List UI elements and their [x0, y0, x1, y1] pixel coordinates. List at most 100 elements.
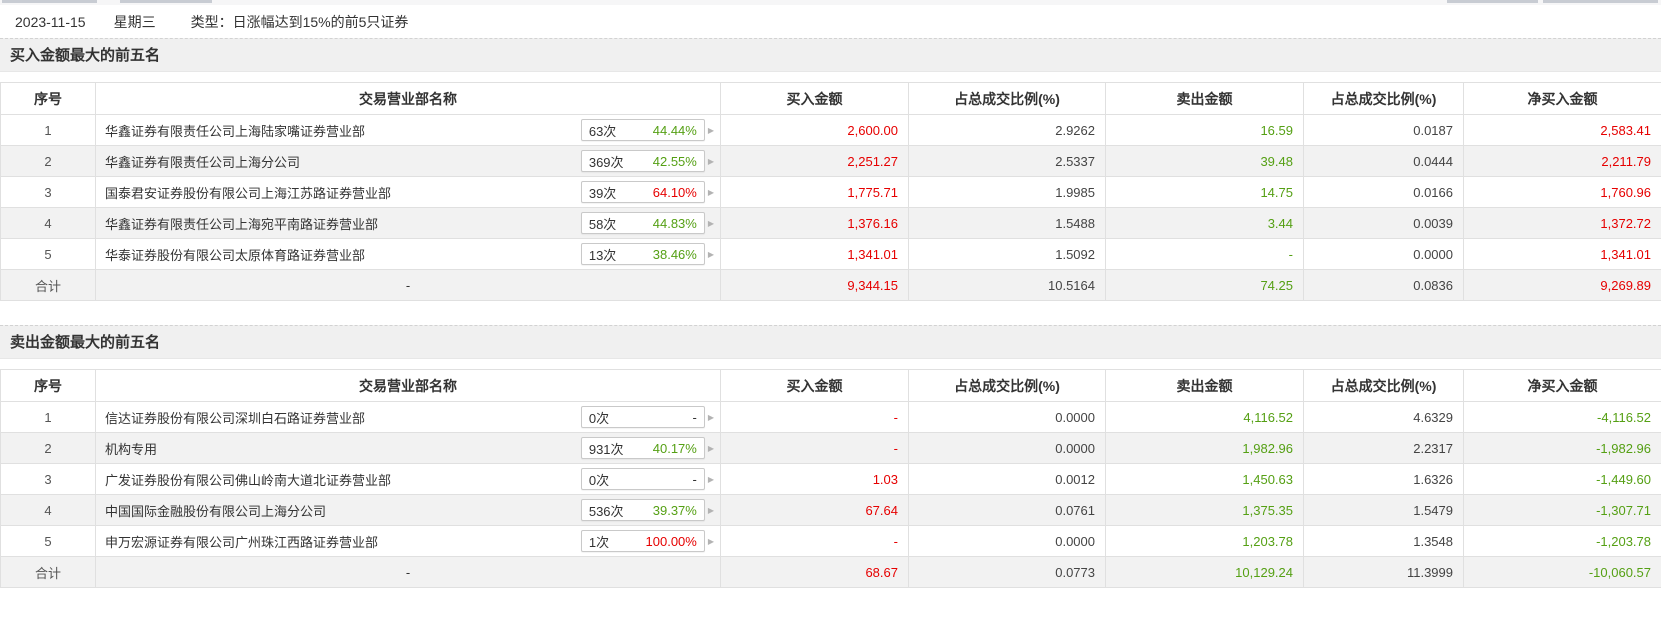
- net-amount-cell: -1,982.96: [1463, 432, 1661, 464]
- winrate-label: 39.37%: [652, 502, 697, 518]
- branch-cell: 机构专用 931次 40.17% ▶: [95, 432, 721, 464]
- sell-pct-cell: 1.3548: [1303, 525, 1464, 557]
- sell-section-title: 卖出金额最大的前五名: [0, 325, 1661, 359]
- total-label: 合计: [0, 556, 96, 588]
- tab-edge[interactable]: [1447, 0, 1538, 3]
- sell-amount-cell: 39.48: [1105, 145, 1304, 177]
- buy-amount-cell: 1,376.16: [720, 207, 909, 239]
- col-header-seq: 序号: [0, 82, 96, 115]
- col-header-buy: 买入金额: [720, 369, 909, 402]
- buy-amount-cell: 9,344.15: [720, 269, 909, 301]
- table-header-row: 序号 交易营业部名称 买入金额 占总成交比例(%) 卖出金额 占总成交比例(%)…: [0, 82, 1661, 115]
- sell-pct-cell: 0.0836: [1303, 269, 1464, 301]
- table-row: 4 中国国际金融股份有限公司上海分公司 536次 39.37% ▶ 67.64 0…: [0, 494, 1661, 526]
- tab-edge[interactable]: [120, 0, 212, 3]
- sell-amount-cell: 16.59: [1105, 114, 1304, 146]
- table-row: 3 国泰君安证券股份有限公司上海江苏路证券营业部 39次 64.10% ▶ 1,7…: [0, 176, 1661, 208]
- sell-pct-cell: 4.6329: [1303, 401, 1464, 433]
- buy-top5-table: 序号 交易营业部名称 买入金额 占总成交比例(%) 卖出金额 占总成交比例(%)…: [0, 82, 1661, 301]
- times-badge[interactable]: 58次 44.83%: [580, 212, 705, 234]
- sell-pct-cell: 0.0166: [1303, 176, 1464, 208]
- net-amount-cell: 1,760.96: [1463, 176, 1661, 208]
- buy-pct-cell: 1.5488: [908, 207, 1106, 239]
- date-bar: 2023-11-15 星期三 类型：日涨幅达到15%的前5只证券: [0, 5, 1661, 38]
- table-row: 5 申万宏源证券有限公司广州珠江西路证券营业部 1次 100.00% ▶ - 0.…: [0, 525, 1661, 557]
- net-amount-cell: 1,372.72: [1463, 207, 1661, 239]
- table-header-row: 序号 交易营业部名称 买入金额 占总成交比例(%) 卖出金额 占总成交比例(%)…: [0, 369, 1661, 402]
- total-name-cell: -: [95, 556, 721, 588]
- winrate-label: -: [692, 409, 697, 425]
- tab-edge[interactable]: [2, 0, 97, 3]
- chevron-right-icon[interactable]: ▶: [707, 187, 714, 197]
- times-badge[interactable]: 369次 42.55%: [580, 150, 705, 172]
- sell-pct-cell: 0.0000: [1303, 238, 1464, 270]
- sell-pct-cell: 1.5479: [1303, 494, 1464, 526]
- buy-amount-cell: 1.03: [720, 463, 909, 495]
- chevron-right-icon[interactable]: ▶: [707, 536, 714, 546]
- times-label: 58次: [588, 216, 617, 232]
- table-row: 1 华鑫证券有限责任公司上海陆家嘴证券营业部 63次 44.44% ▶ 2,600…: [0, 114, 1661, 146]
- branch-name: 广发证券股份有限公司佛山岭南大道北证券营业部: [105, 472, 392, 488]
- chevron-right-icon[interactable]: ▶: [707, 505, 714, 515]
- buy-pct-cell: 10.5164: [908, 269, 1106, 301]
- table-row: 2 华鑫证券有限责任公司上海分公司 369次 42.55% ▶ 2,251.27 …: [0, 145, 1661, 177]
- times-badge[interactable]: 63次 44.44%: [580, 119, 705, 141]
- rank-cell: 4: [0, 494, 96, 526]
- buy-pct-cell: 2.5337: [908, 145, 1106, 177]
- times-badge[interactable]: 0次 -: [580, 406, 705, 428]
- chevron-right-icon[interactable]: ▶: [707, 443, 714, 453]
- rank-cell: 1: [0, 401, 96, 433]
- col-header-sell: 卖出金额: [1105, 369, 1304, 402]
- sell-amount-cell: 1,203.78: [1105, 525, 1304, 557]
- rank-cell: 4: [0, 207, 96, 239]
- branch-cell: 广发证券股份有限公司佛山岭南大道北证券营业部 0次 - ▶: [95, 463, 721, 495]
- winrate-label: 38.46%: [652, 246, 697, 262]
- winrate-label: 44.44%: [652, 122, 697, 138]
- chevron-right-icon[interactable]: ▶: [707, 249, 714, 259]
- col-header-buy-pct: 占总成交比例(%): [908, 369, 1106, 402]
- sell-pct-cell: 11.3999: [1303, 556, 1464, 588]
- times-badge[interactable]: 0次 -: [580, 468, 705, 490]
- buy-pct-cell: 0.0761: [908, 494, 1106, 526]
- branch-name: 国泰君安证券股份有限公司上海江苏路证券营业部: [105, 185, 392, 201]
- weekday-label: 星期三: [113, 13, 156, 30]
- rank-cell: 5: [0, 525, 96, 557]
- chevron-right-icon[interactable]: ▶: [707, 474, 714, 484]
- times-badge[interactable]: 931次 40.17%: [580, 437, 705, 459]
- chevron-right-icon[interactable]: ▶: [707, 218, 714, 228]
- buy-amount-cell: -: [720, 525, 909, 557]
- tab-edge[interactable]: [1543, 0, 1658, 3]
- sell-pct-cell: 0.0187: [1303, 114, 1464, 146]
- buy-amount-cell: 67.64: [720, 494, 909, 526]
- buy-pct-cell: 0.0000: [908, 401, 1106, 433]
- times-badge[interactable]: 1次 100.00%: [580, 530, 705, 552]
- branch-cell: 华泰证券股份有限公司太原体育路证券营业部 13次 38.46% ▶: [95, 238, 721, 270]
- times-label: 536次: [588, 503, 624, 519]
- branch-cell: 华鑫证券有限责任公司上海陆家嘴证券营业部 63次 44.44% ▶: [95, 114, 721, 146]
- buy-section-title: 买入金额最大的前五名: [0, 38, 1661, 72]
- top-tab-strip: [0, 0, 1661, 5]
- branch-cell: 华鑫证券有限责任公司上海宛平南路证券营业部 58次 44.83% ▶: [95, 207, 721, 239]
- total-row: 合计 - 68.67 0.0773 10,129.24 11.3999 -10,…: [0, 556, 1661, 588]
- branch-cell: 华鑫证券有限责任公司上海分公司 369次 42.55% ▶: [95, 145, 721, 177]
- branch-cell: 信达证券股份有限公司深圳白石路证券营业部 0次 - ▶: [95, 401, 721, 433]
- chevron-right-icon[interactable]: ▶: [707, 412, 714, 422]
- winrate-label: 100.00%: [645, 533, 697, 549]
- winrate-label: 64.10%: [652, 184, 697, 200]
- table-row: 1 信达证券股份有限公司深圳白石路证券营业部 0次 - ▶ - 0.0000 4,…: [0, 401, 1661, 433]
- col-header-sell-pct: 占总成交比例(%): [1303, 369, 1464, 402]
- net-amount-cell: -1,449.60: [1463, 463, 1661, 495]
- buy-amount-cell: 1,775.71: [720, 176, 909, 208]
- col-header-buy: 买入金额: [720, 82, 909, 115]
- times-badge[interactable]: 536次 39.37%: [580, 499, 705, 521]
- times-badge[interactable]: 13次 38.46%: [580, 243, 705, 265]
- table-row: 3 广发证券股份有限公司佛山岭南大道北证券营业部 0次 - ▶ 1.03 0.00…: [0, 463, 1661, 495]
- branch-name: 华鑫证券有限责任公司上海陆家嘴证券营业部: [105, 123, 366, 139]
- chevron-right-icon[interactable]: ▶: [707, 156, 714, 166]
- chevron-right-icon[interactable]: ▶: [707, 125, 714, 135]
- times-label: 63次: [588, 123, 617, 139]
- col-header-buy-pct: 占总成交比例(%): [908, 82, 1106, 115]
- winrate-label: 42.55%: [652, 153, 697, 169]
- col-header-net: 净买入金额: [1463, 82, 1661, 115]
- times-badge[interactable]: 39次 64.10%: [580, 181, 705, 203]
